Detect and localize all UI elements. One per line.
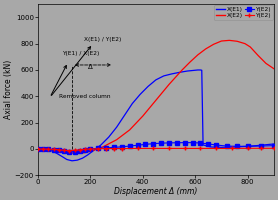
Text: X(E1) / Y(E2): X(E1) / Y(E2) xyxy=(84,37,121,42)
Text: Y(E1) / X(E2): Y(E1) / X(E2) xyxy=(61,51,99,56)
Text: Removed column: Removed column xyxy=(59,94,111,99)
Text: $\Delta$: $\Delta$ xyxy=(87,62,94,71)
Legend: X(E1), X(E2), Y(E2), Y(E2): X(E1), X(E2), Y(E2), Y(E2) xyxy=(214,5,273,20)
Y-axis label: Axial force (kN): Axial force (kN) xyxy=(4,60,13,119)
X-axis label: Displacement Δ (mm): Displacement Δ (mm) xyxy=(114,187,198,196)
